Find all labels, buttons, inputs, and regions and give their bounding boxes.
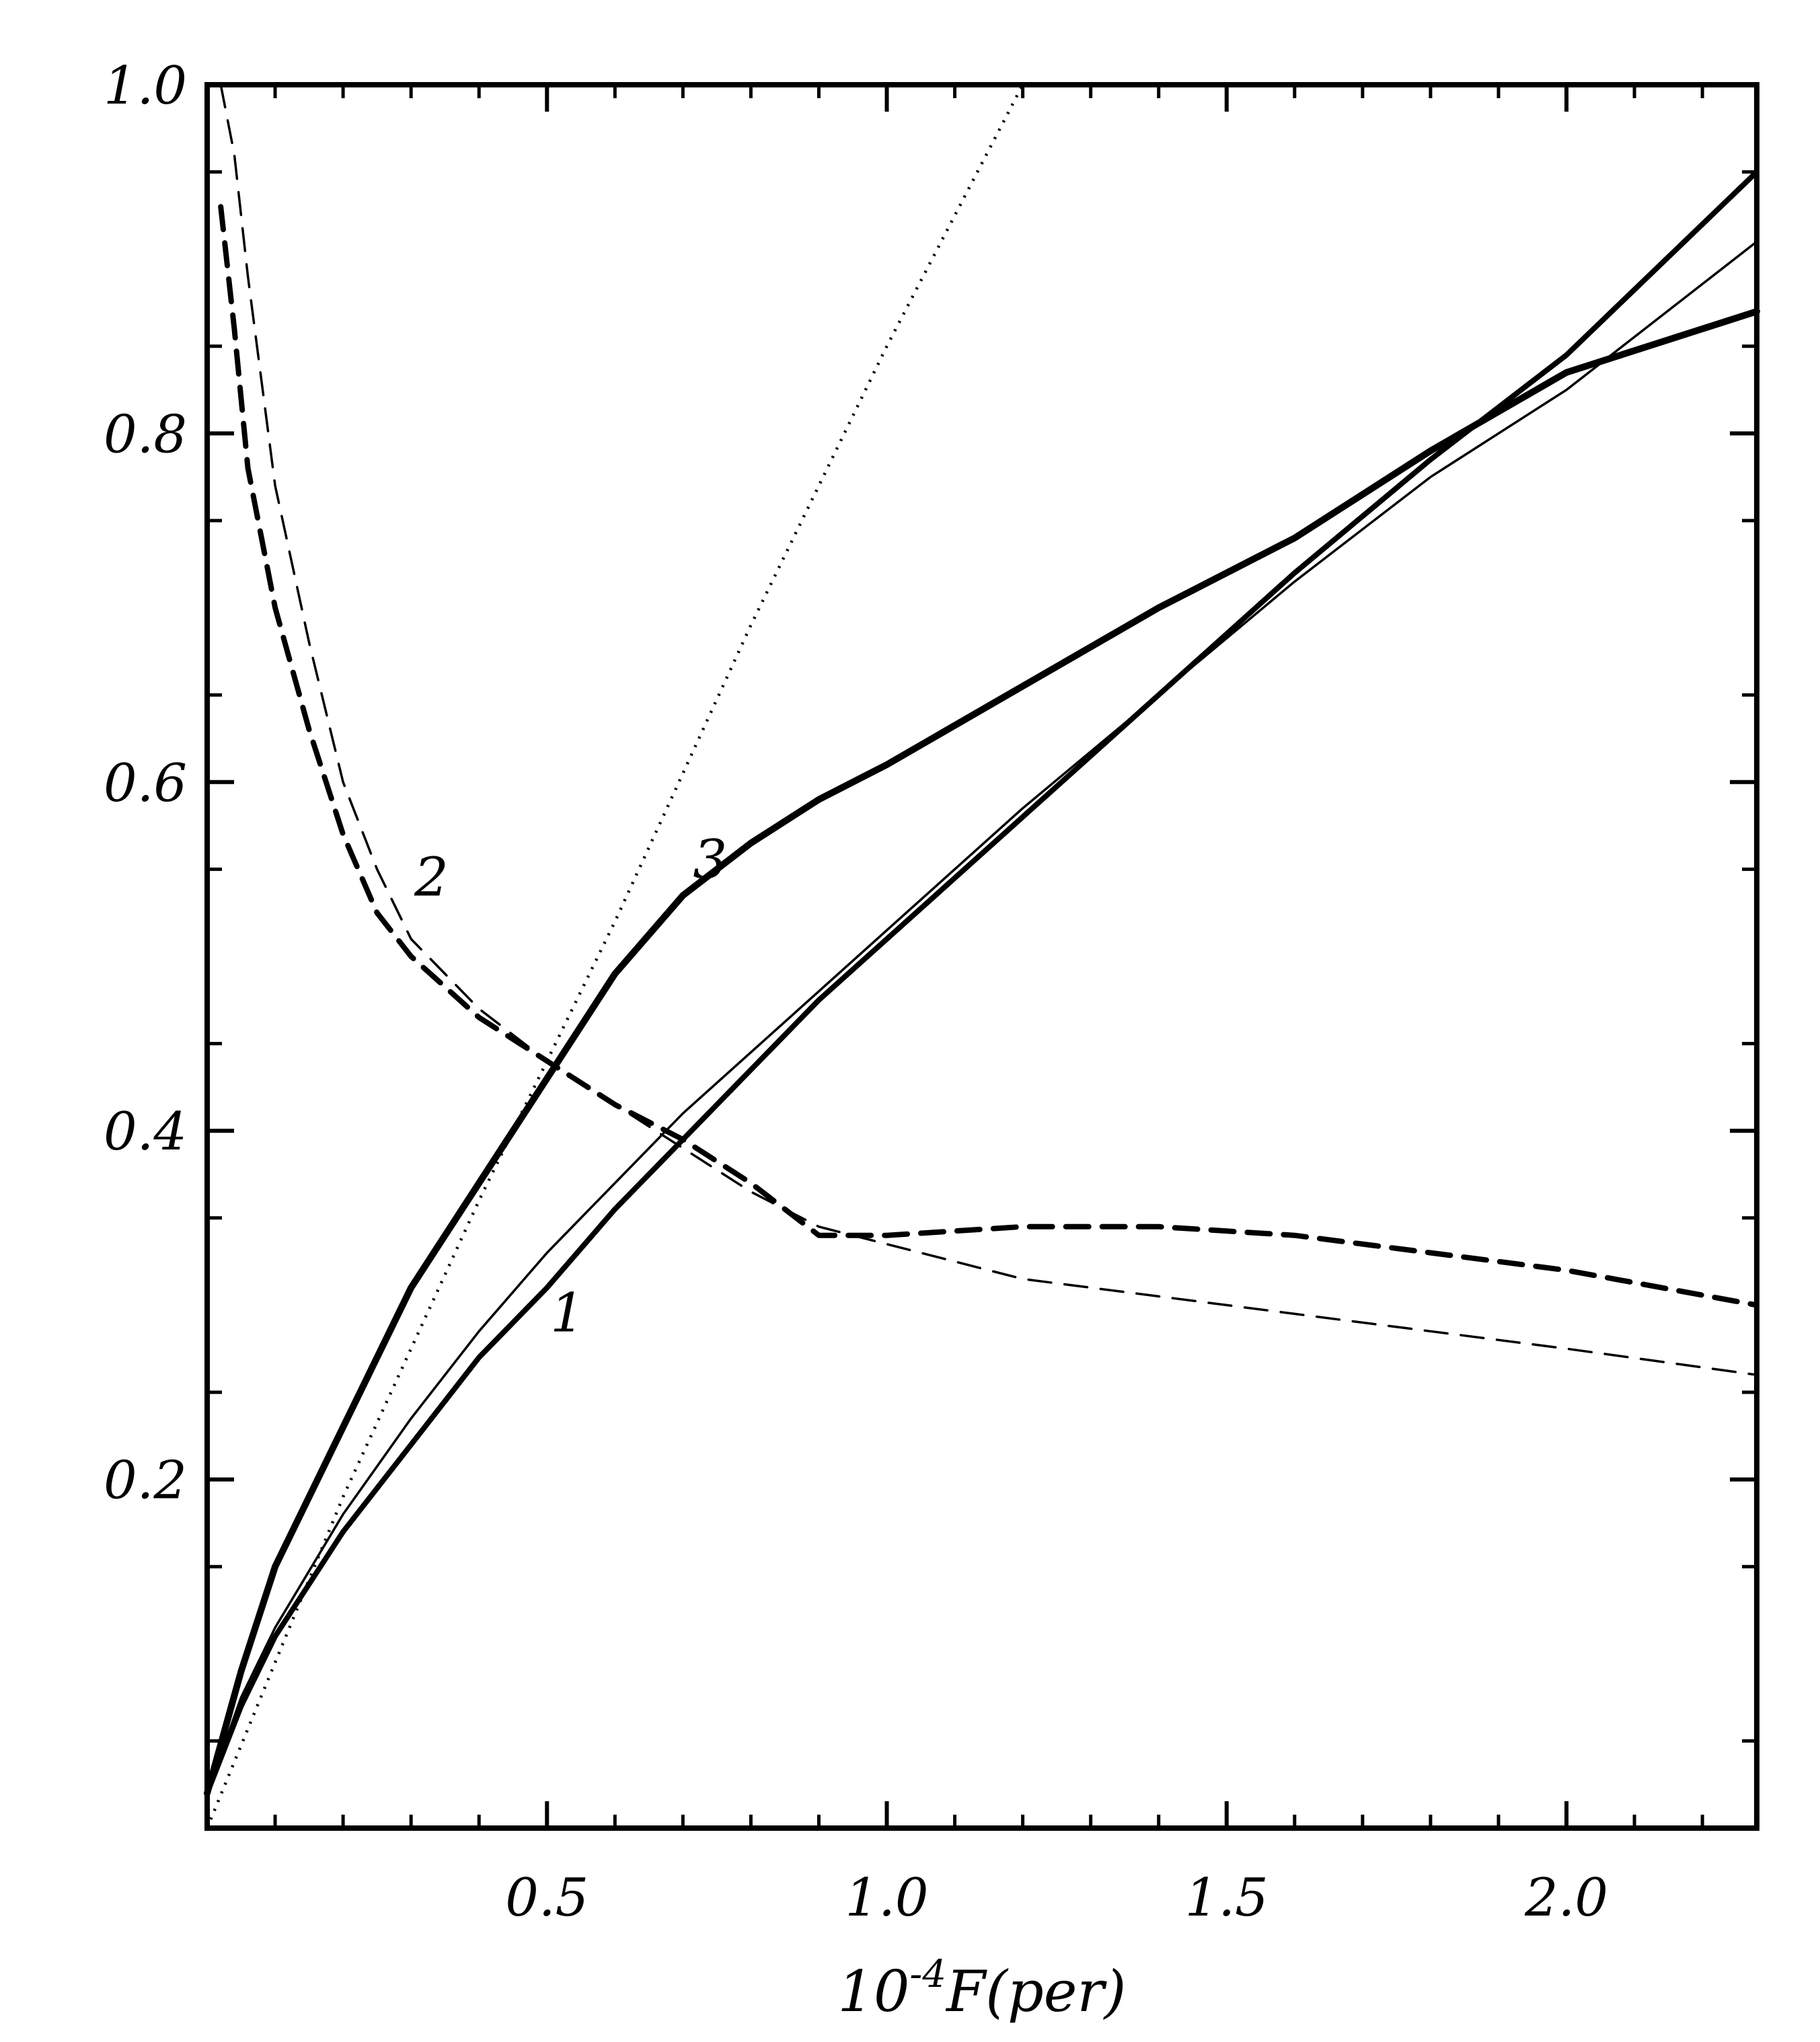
x-tick-label: 0.5 bbox=[505, 1868, 589, 1928]
y-tick-label: 1.0 bbox=[104, 56, 187, 116]
y-tick-label: 0.2 bbox=[104, 1451, 187, 1511]
x-axis-title-suffix: F(per) bbox=[945, 1959, 1126, 2025]
x-tick-label: 1.5 bbox=[1185, 1868, 1268, 1928]
series-line-5 bbox=[219, 83, 1758, 1376]
x-axis-title: 10-4F(per) bbox=[838, 1953, 1127, 2025]
x-tick-label: 2.0 bbox=[1524, 1868, 1608, 1928]
curve-label-3: 3 bbox=[693, 828, 727, 891]
series-line-6 bbox=[205, 83, 1024, 1829]
y-tick-label: 0.4 bbox=[104, 1102, 187, 1162]
x-axis-title-exponent: -4 bbox=[909, 1953, 946, 1996]
x-axis-title-base: 10 bbox=[838, 1959, 910, 2025]
y-tick-label: 0.6 bbox=[104, 753, 187, 814]
series-line-3 bbox=[204, 308, 1760, 1797]
plot-frame bbox=[204, 82, 1759, 1831]
annotation-layer: 1 2 3 bbox=[414, 828, 727, 1344]
curve-label-2: 2 bbox=[414, 845, 449, 908]
series-line-4 bbox=[218, 204, 1759, 1308]
curve-label-1: 1 bbox=[550, 1281, 584, 1344]
y-tick-label: 0.8 bbox=[104, 404, 187, 465]
series-layer bbox=[204, 83, 1760, 1829]
series-line-1 bbox=[204, 169, 1759, 1797]
tick-layer: 0.5 1.0 1.5 2.0 0.2 0.4 0.6 0.8 1.0 bbox=[104, 56, 1757, 1928]
series-line-2 bbox=[206, 240, 1758, 1794]
x-tick-label: 1.0 bbox=[845, 1868, 929, 1928]
